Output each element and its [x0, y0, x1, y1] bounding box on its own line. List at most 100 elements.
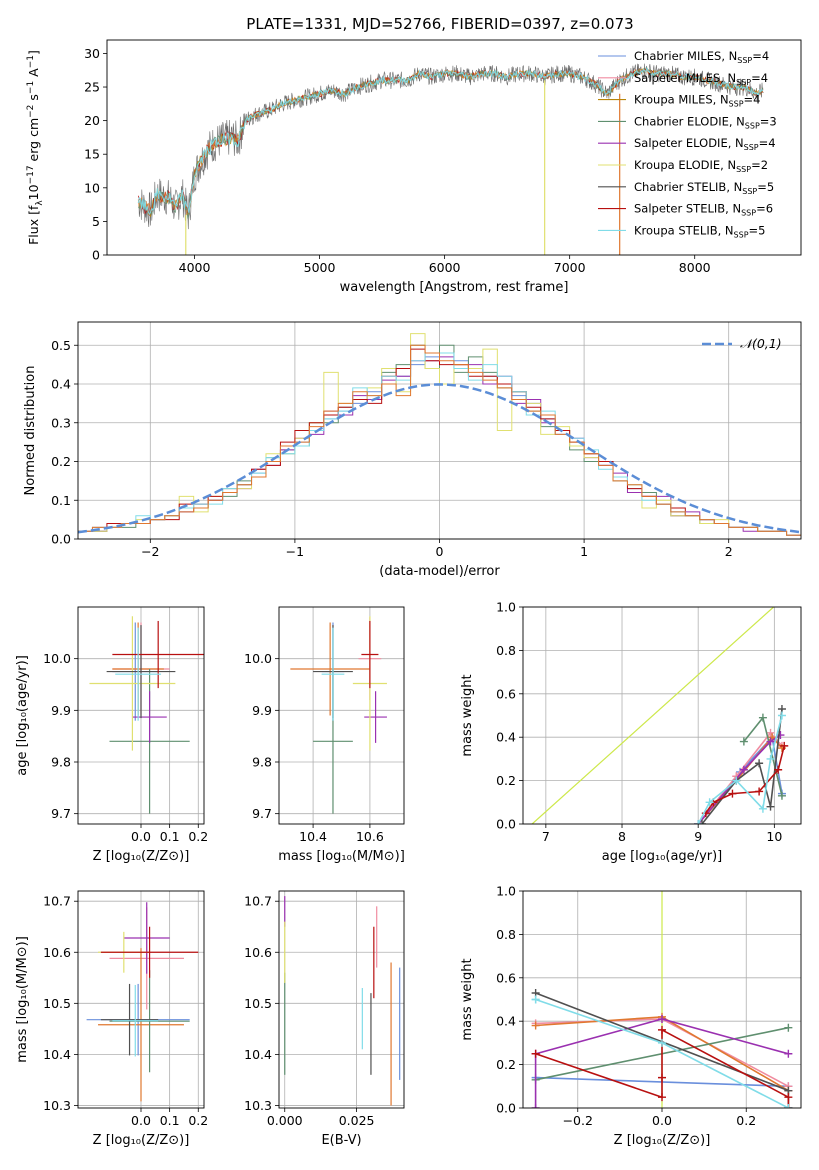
weight-vs-age-series-0 — [531, 607, 775, 824]
legend-label-sub: SSP — [741, 209, 756, 218]
weight-vs-Z-plot-area — [531, 891, 793, 1108]
age-vs-mass-xtick-label-0: 10.4 — [299, 829, 327, 844]
age-vs-mass-xtick-label-1: 10.6 — [356, 829, 384, 844]
legend-label-main: Chabrier STELIB, N — [634, 180, 742, 194]
spectrum-ylabel-part: −1 — [26, 55, 36, 68]
age-vs-Z-xtick-label-1: 0.1 — [160, 829, 180, 844]
mass-vs-Z-errorbar-7 — [100, 926, 199, 978]
legend-label-tail: =5 — [757, 180, 774, 194]
mass-vs-EBV-ytick-label-3: 10.6 — [244, 945, 272, 960]
spectrum-ytick-label-2: 10 — [84, 180, 100, 195]
residuals-xtick-label-0: −2 — [141, 544, 159, 559]
weight-vs-Z-marker — [531, 1104, 540, 1108]
residuals-xlabel: (data-model)/error — [379, 564, 500, 579]
spectrum-legend-item: Kroupa MILES, NSSP=4 — [598, 93, 760, 109]
spectrum-plot-area — [137, 63, 764, 255]
weight-vs-Z-marker — [784, 1049, 793, 1058]
spectrum-legend-item: Chabrier ELODIE, NSSP=3 — [598, 114, 777, 130]
age-vs-mass-ytick-label-3: 10.0 — [244, 651, 272, 666]
weight-vs-Z-marker — [658, 1073, 666, 1082]
legend-label-tail: =6 — [756, 202, 773, 216]
age-vs-mass-ytick-label-1: 9.8 — [252, 755, 272, 770]
legend-label-tail: =4 — [751, 71, 768, 85]
age-vs-Z-plot-area — [89, 616, 204, 814]
weight-vs-age-xtick-label-2: 9 — [694, 829, 702, 844]
residuals-ytick-label-5: 0.5 — [51, 338, 71, 353]
weight-vs-age-marker — [732, 776, 741, 785]
weight-vs-Z-marker — [531, 995, 540, 1004]
weight-vs-age-frame — [522, 606, 802, 825]
spectrum-legend-item: Kroupa STELIB, NSSP=5 — [598, 223, 765, 239]
weight-vs-Z-marker — [784, 1093, 793, 1102]
spectrum-legend-item: Salpeter ELODIE, NSSP=4 — [598, 136, 776, 152]
mass-vs-EBV-axes: 0.000 0.025 10.3 10.4 10.5 10.6 10.7 E(B-V) — [244, 890, 405, 1148]
residuals-ytick-label-3: 0.3 — [51, 415, 71, 430]
weight-vs-age-marker — [739, 765, 748, 774]
mass-vs-EBV-xtick-label-1: 0.025 — [339, 1113, 375, 1128]
age-vs-mass-ytick-label-2: 9.9 — [252, 703, 272, 718]
residuals-ytick-label-1: 0.1 — [51, 493, 71, 508]
figure-title: PLATE=1331, MJD=52766, FIBERID=0397, z=0… — [246, 15, 633, 33]
weight-vs-age-ylabel: mass weight — [460, 674, 475, 756]
weight-vs-Z-marker — [531, 1021, 540, 1030]
legend-label: Kroupa MILES, NSSP=4 — [634, 93, 760, 109]
weight-vs-Z-xtick-label-0: −0.2 — [563, 1113, 593, 1128]
residuals-ytick-label-0: 0.0 — [51, 532, 71, 547]
mass-vs-Z-ytick-label-4: 10.7 — [43, 894, 71, 909]
legend-label-sub: SSP — [744, 143, 759, 152]
weight-vs-Z-marker — [658, 1038, 666, 1047]
mass-vs-Z-errorbar-2 — [98, 948, 184, 1102]
weight-vs-age-series-8 — [697, 715, 783, 824]
mass-vs-Z-xtick-label-2: 0.2 — [188, 1113, 208, 1128]
legend-label-sub: SSP — [742, 187, 757, 196]
spectrum-legend-item: Kroupa ELODIE, NSSP=2 — [598, 158, 768, 174]
weight-vs-age-marker — [766, 754, 775, 763]
residuals-xtick-label-3: 1 — [580, 544, 588, 559]
legend-label: Kroupa STELIB, NSSP=5 — [634, 223, 765, 239]
legend-label-main: Kroupa MILES, N — [634, 93, 729, 107]
age-vs-Z-ytick-label-0: 9.7 — [51, 806, 71, 821]
age-vs-Z-errorbar-5 — [89, 616, 176, 751]
mass-vs-Z-xlabel: Z [log₁₀(Z/Z⊙)] — [93, 1133, 190, 1148]
spectrum-legend-item: Salpeter STELIB, NSSP=6 — [598, 202, 773, 218]
weight-vs-age-marker — [766, 802, 775, 811]
mass-vs-Z-xtick-label-0: 0.0 — [131, 1113, 151, 1128]
weight-vs-Z-marker — [784, 1104, 793, 1108]
weight-vs-age-marker — [758, 713, 767, 722]
age-vs-Z-xtick-label-2: 0.2 — [188, 829, 208, 844]
legend-label-tail: =5 — [749, 223, 766, 237]
weight-vs-age-ytick-label-4: 0.8 — [496, 643, 516, 658]
age-vs-Z-xtick-label-0: 0.0 — [131, 829, 151, 844]
legend-label-sub: SSP — [729, 100, 744, 109]
weight-vs-age-marker — [755, 787, 764, 796]
weight-vs-age-ytick-label-2: 0.4 — [496, 730, 516, 745]
legend-label-main: Chabrier MILES, N — [634, 49, 737, 63]
residuals-plot-area — [78, 333, 801, 536]
legend-label: Salpeter ELODIE, NSSP=4 — [634, 136, 776, 152]
mass-vs-EBV-plot-area — [284, 896, 401, 1106]
weight-vs-Z-xlabel: Z [log₁₀(Z/Z⊙)] — [614, 1133, 711, 1148]
weight-vs-Z-axes: −0.2 0.0 0.2 0.0 0.2 0.4 0.6 0.8 1.0 Z [log₁₀(Z/Z… — [460, 884, 802, 1148]
weight-vs-age-marker — [766, 737, 775, 746]
age-vs-mass-xlabel: mass [log₁₀(M/M⊙)] — [278, 849, 405, 864]
legend-label-sub: SSP — [736, 78, 751, 87]
weight-vs-age-ytick-label-3: 0.6 — [496, 686, 516, 701]
mass-vs-Z-ytick-label-1: 10.4 — [43, 1047, 71, 1062]
weight-vs-age-ytick-label-0: 0.0 — [496, 817, 516, 832]
age-vs-Z-ytick-label-2: 9.9 — [51, 703, 71, 718]
mass-vs-Z-ylabel: mass [log₁₀(M/M⊙)] — [15, 936, 30, 1063]
weight-vs-age-marker — [780, 741, 789, 750]
age-vs-mass-frame — [278, 606, 405, 825]
spectrum-legend-item: Chabrier MILES, NSSP=4 — [598, 49, 769, 65]
age-vs-Z-frame — [77, 606, 205, 825]
weight-vs-age-marker — [777, 711, 786, 720]
spectrum-xtick-label-3: 7000 — [554, 260, 586, 275]
gaussian-legend-label: 𝒩(0,1) — [740, 336, 782, 351]
weight-vs-Z-marker — [784, 1023, 793, 1032]
mass-vs-Z-errorbar-6 — [100, 983, 159, 1056]
spectrum-ylabel-part: −17 — [26, 165, 36, 184]
age-vs-Z-axes: 0.0 0.1 0.2 9.7 9.8 9.9 10.0 Z [log₁₀(Z/Z⊙)] age… — [15, 606, 208, 864]
legend-label-tail: =4 — [759, 136, 776, 150]
spectrum-ylabel-part: λ — [35, 200, 45, 206]
